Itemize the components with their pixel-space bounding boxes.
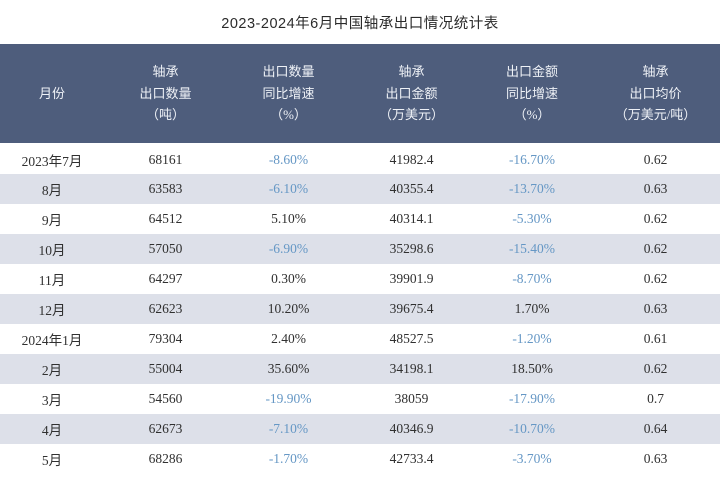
- table-row: 2023年7月 68161 -8.60% 41982.4 -16.70% 0.6…: [0, 144, 720, 174]
- col-header-quantity-yoy: 出口数量 同比增速 （%）: [227, 44, 350, 145]
- cell-export-amount: 35298.6: [350, 234, 473, 264]
- cell-month: 4月: [0, 414, 104, 444]
- cell-avg-price: 0.61: [591, 324, 720, 354]
- cell-export-quantity: 64512: [104, 204, 227, 234]
- cell-avg-price: 0.62: [591, 264, 720, 294]
- cell-amount-yoy: -8.70%: [473, 264, 591, 294]
- cell-amount-yoy: -17.90%: [473, 384, 591, 414]
- cell-month: 2023年7月: [0, 144, 104, 174]
- cell-month: 2月: [0, 354, 104, 384]
- cell-avg-price: 0.62: [591, 204, 720, 234]
- table-row: 2月 55004 35.60% 34198.1 18.50% 0.62: [0, 354, 720, 384]
- col-header-avg-price: 轴承 出口均价 （万美元/吨）: [591, 44, 720, 145]
- cell-avg-price: 0.64: [591, 414, 720, 444]
- cell-export-quantity: 54560: [104, 384, 227, 414]
- cell-export-quantity: 57050: [104, 234, 227, 264]
- cell-month: 11月: [0, 264, 104, 294]
- cell-quantity-yoy: 35.60%: [227, 354, 350, 384]
- cell-amount-yoy: -5.30%: [473, 204, 591, 234]
- cell-quantity-yoy: -1.70%: [227, 444, 350, 474]
- cell-month: 2024年1月: [0, 324, 104, 354]
- page-title: 2023-2024年6月中国轴承出口情况统计表: [221, 15, 499, 32]
- table-row: 5月 68286 -1.70% 42733.4 -3.70% 0.63: [0, 444, 720, 474]
- table-row: 4月 62673 -7.10% 40346.9 -10.70% 0.64: [0, 414, 720, 444]
- cell-quantity-yoy: 2.40%: [227, 324, 350, 354]
- table-row: 12月 62623 10.20% 39675.4 1.70% 0.63: [0, 294, 720, 324]
- cell-avg-price: 0.63: [591, 444, 720, 474]
- cell-export-amount: 42733.4: [350, 444, 473, 474]
- cell-month: 12月: [0, 294, 104, 324]
- cell-export-amount: 40346.9: [350, 414, 473, 444]
- cell-amount-yoy: -13.70%: [473, 174, 591, 204]
- cell-amount-yoy: 1.70%: [473, 294, 591, 324]
- cell-avg-price: 0.63: [591, 294, 720, 324]
- cell-quantity-yoy: 10.20%: [227, 294, 350, 324]
- cell-export-amount: 41982.4: [350, 144, 473, 174]
- cell-amount-yoy: -15.40%: [473, 234, 591, 264]
- cell-export-quantity: 64297: [104, 264, 227, 294]
- cell-quantity-yoy: 5.10%: [227, 204, 350, 234]
- cell-month: 10月: [0, 234, 104, 264]
- table-row: 2024年1月 79304 2.40% 48527.5 -1.20% 0.61: [0, 324, 720, 354]
- cell-avg-price: 0.62: [591, 234, 720, 264]
- cell-export-quantity: 68286: [104, 444, 227, 474]
- cell-amount-yoy: 18.50%: [473, 354, 591, 384]
- cell-export-quantity: 62673: [104, 414, 227, 444]
- cell-amount-yoy: -3.70%: [473, 444, 591, 474]
- table-row: 9月 64512 5.10% 40314.1 -5.30% 0.62: [0, 204, 720, 234]
- cell-amount-yoy: -16.70%: [473, 144, 591, 174]
- cell-month: 5月: [0, 444, 104, 474]
- cell-quantity-yoy: -8.60%: [227, 144, 350, 174]
- cell-export-quantity: 62623: [104, 294, 227, 324]
- cell-export-amount: 48527.5: [350, 324, 473, 354]
- table-row: 3月 54560 -19.90% 38059 -17.90% 0.7: [0, 384, 720, 414]
- cell-quantity-yoy: -19.90%: [227, 384, 350, 414]
- header-row: 月份 轴承 出口数量 （吨） 出口数量 同比增速 （%） 轴承 出口金额 （万美…: [0, 44, 720, 145]
- cell-export-amount: 34198.1: [350, 354, 473, 384]
- table-row: 11月 64297 0.30% 39901.9 -8.70% 0.62: [0, 264, 720, 294]
- cell-avg-price: 0.62: [591, 144, 720, 174]
- table-row: 8月 63583 -6.10% 40355.4 -13.70% 0.63: [0, 174, 720, 204]
- cell-export-amount: 38059: [350, 384, 473, 414]
- cell-avg-price: 0.62: [591, 354, 720, 384]
- cell-export-quantity: 79304: [104, 324, 227, 354]
- cell-export-amount: 40314.1: [350, 204, 473, 234]
- cell-avg-price: 0.7: [591, 384, 720, 414]
- col-header-export-quantity: 轴承 出口数量 （吨）: [104, 44, 227, 145]
- col-header-export-amount: 轴承 出口金额 （万美元）: [350, 44, 473, 145]
- cell-quantity-yoy: 0.30%: [227, 264, 350, 294]
- cell-amount-yoy: -1.20%: [473, 324, 591, 354]
- table-row: 10月 57050 -6.90% 35298.6 -15.40% 0.62: [0, 234, 720, 264]
- cell-export-quantity: 63583: [104, 174, 227, 204]
- cell-avg-price: 0.63: [591, 174, 720, 204]
- cell-month: 3月: [0, 384, 104, 414]
- cell-quantity-yoy: -6.90%: [227, 234, 350, 264]
- bearing-export-stats-table: 月份 轴承 出口数量 （吨） 出口数量 同比增速 （%） 轴承 出口金额 （万美…: [0, 44, 720, 474]
- cell-export-quantity: 55004: [104, 354, 227, 384]
- cell-export-quantity: 68161: [104, 144, 227, 174]
- col-header-amount-yoy: 出口金额 同比增速 （%）: [473, 44, 591, 145]
- cell-month: 9月: [0, 204, 104, 234]
- table-header: 月份 轴承 出口数量 （吨） 出口数量 同比增速 （%） 轴承 出口金额 （万美…: [0, 44, 720, 145]
- cell-export-amount: 40355.4: [350, 174, 473, 204]
- col-header-month: 月份: [0, 44, 104, 145]
- table-body: 2023年7月 68161 -8.60% 41982.4 -16.70% 0.6…: [0, 144, 720, 474]
- cell-export-amount: 39675.4: [350, 294, 473, 324]
- cell-month: 8月: [0, 174, 104, 204]
- cell-quantity-yoy: -6.10%: [227, 174, 350, 204]
- cell-export-amount: 39901.9: [350, 264, 473, 294]
- cell-amount-yoy: -10.70%: [473, 414, 591, 444]
- cell-quantity-yoy: -7.10%: [227, 414, 350, 444]
